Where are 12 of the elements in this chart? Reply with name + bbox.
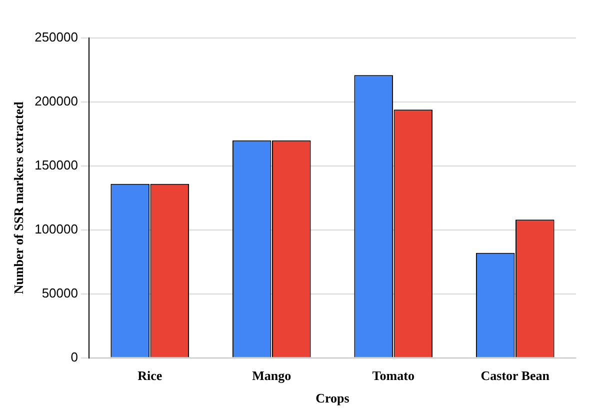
y-tick-label: 200000 [34, 94, 78, 109]
y-tick-label: 250000 [34, 30, 78, 45]
y-tick-label: 50000 [42, 285, 78, 300]
y-tick-label: 100000 [34, 221, 78, 236]
y-axis-title: Number of SSR markers extracted [11, 100, 26, 294]
x-tick-label: Castor Bean [480, 368, 550, 383]
x-axis-title: Crops [316, 390, 350, 406]
y-tick-label: 150000 [34, 158, 78, 172]
y-tick-label: 0 [70, 349, 78, 364]
x-tick-label: Mango [252, 368, 292, 383]
x-tick-label: Rice [138, 368, 162, 383]
x-tick-label: Tomato [372, 368, 414, 383]
